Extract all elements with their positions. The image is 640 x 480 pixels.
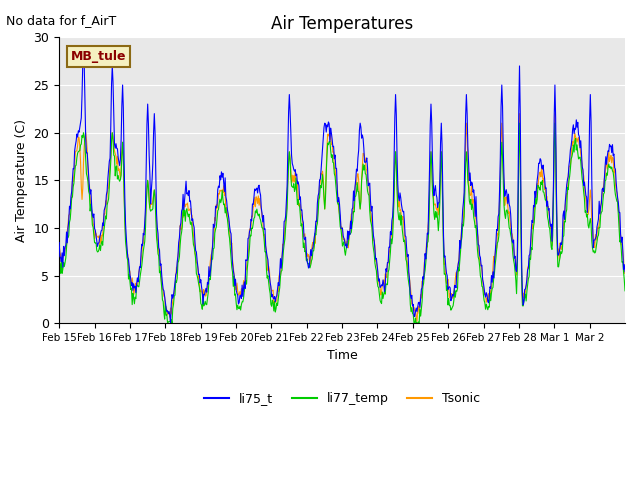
Title: Air Temperatures: Air Temperatures	[271, 15, 413, 33]
Y-axis label: Air Temperature (C): Air Temperature (C)	[15, 119, 28, 242]
X-axis label: Time: Time	[326, 348, 358, 362]
Text: No data for f_AirT: No data for f_AirT	[6, 14, 116, 27]
Legend: li75_t, li77_temp, Tsonic: li75_t, li77_temp, Tsonic	[199, 387, 485, 410]
Text: MB_tule: MB_tule	[70, 50, 126, 63]
